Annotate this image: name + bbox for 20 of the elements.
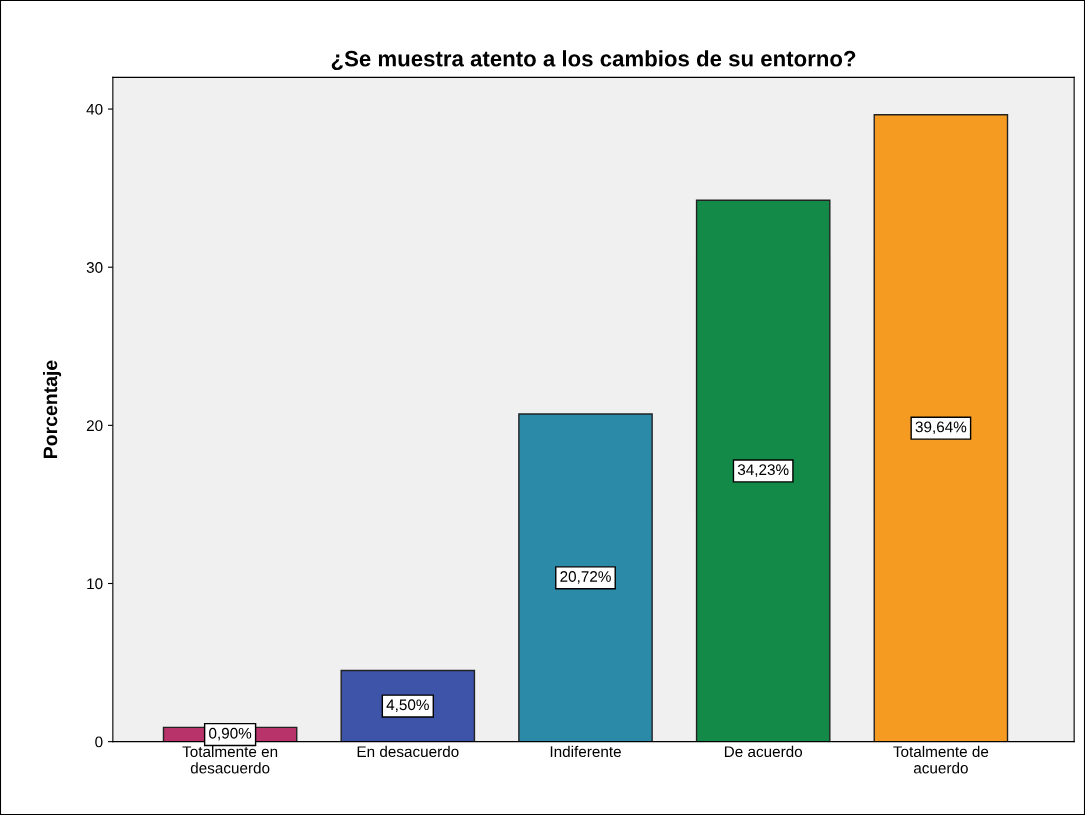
bar xyxy=(873,114,1009,742)
y-tick-label: 20 xyxy=(86,420,103,432)
data-label: 39,64% xyxy=(915,421,967,435)
bar xyxy=(695,199,831,742)
x-tick-label: Indiferente xyxy=(550,745,621,758)
y-tick-label: 40 xyxy=(86,103,103,115)
data-label: 34,23% xyxy=(737,464,789,477)
chart-title: ¿Se muestra atento a los cambios de su entorno? xyxy=(331,50,856,71)
x-tick-label: Totalmente en desacuerdo xyxy=(182,745,278,774)
data-label: 0,90% xyxy=(209,727,252,741)
data-label: 20,72% xyxy=(560,571,611,584)
data-label: 4,50% xyxy=(386,699,429,712)
y-axis-title: Porcentaje xyxy=(43,360,62,458)
x-tick-label: En desacuerdo xyxy=(357,745,459,758)
y-tick-label: 10 xyxy=(87,578,103,590)
y-tick-label: 0 xyxy=(95,736,103,748)
y-tick-label: 30 xyxy=(86,262,103,273)
bar xyxy=(518,413,653,742)
x-tick-label: Totalmente de acuerdo xyxy=(893,745,989,774)
x-tick-label: De acuerdo xyxy=(724,745,803,758)
